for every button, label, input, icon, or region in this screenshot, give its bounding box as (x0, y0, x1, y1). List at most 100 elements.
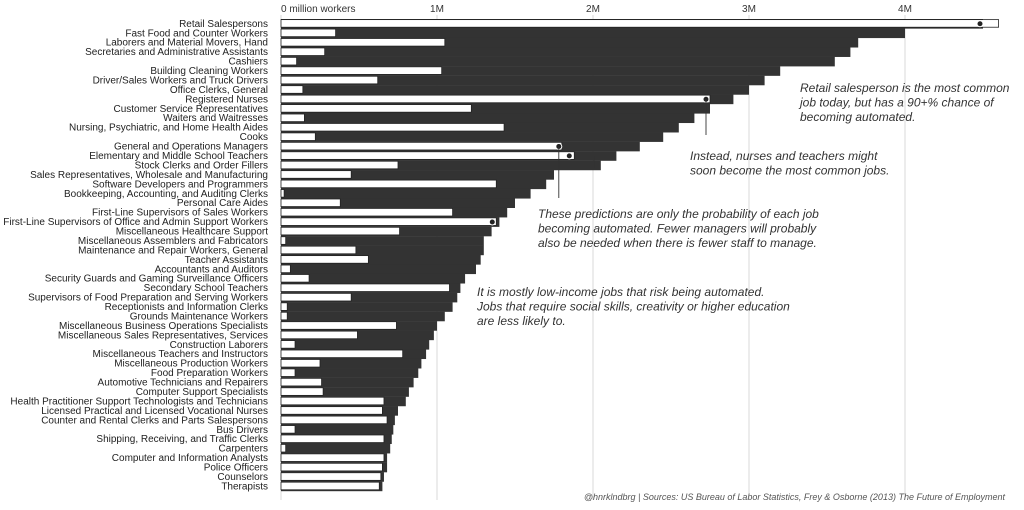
category-label: Health Practitioner Support Technologist… (10, 396, 268, 407)
bar-projected (280, 406, 383, 415)
bar-projected (280, 179, 497, 189)
bar-projected (280, 481, 380, 491)
bar-projected (280, 151, 575, 160)
bar-current (281, 113, 695, 124)
annotation-text: soon become the most common jobs. (690, 164, 889, 178)
x-tick-label: 4M (898, 4, 912, 15)
category-label: Laborers and Material Movers, Hand (106, 38, 268, 49)
category-label: First-Line Supervisors of Office and Adm… (3, 217, 268, 228)
bar-projected (280, 472, 382, 481)
bar-current (281, 302, 453, 312)
bar-current (281, 198, 515, 208)
category-label: Retail Salespersons (179, 19, 268, 30)
bar-projected (280, 56, 298, 66)
category-label: Automotive Technicians and Repairers (98, 378, 268, 389)
category-label: Counter and Rental Clerks and Parts Sale… (41, 415, 268, 426)
bar-projected (280, 396, 385, 406)
annotations: Retail salesperson is the most commonjob… (476, 81, 1010, 328)
category-label: Receptionists and Information Clerks (105, 302, 268, 313)
bar-projected (280, 160, 399, 170)
bar-current (281, 132, 664, 142)
bar-current (281, 443, 391, 454)
category-label: Registered Nurses (185, 94, 268, 105)
bar-projected (280, 75, 379, 85)
bar-projected (280, 264, 291, 274)
bar-current (281, 160, 601, 171)
category-label: Teacher Assistants (185, 255, 268, 266)
bar-projected (280, 425, 296, 434)
category-label: Therapists (221, 481, 268, 492)
bar-projected (280, 330, 358, 340)
bar-current (281, 37, 859, 48)
bar-projected (280, 302, 288, 311)
category-label: Licensed Practical and Licensed Vocation… (41, 406, 268, 417)
category-label: First-Line Supervisors of Sales Workers (92, 208, 268, 219)
category-label: Cooks (240, 132, 268, 143)
annotation-dot (565, 152, 573, 160)
bar-current (281, 264, 476, 275)
bar-current (281, 66, 781, 76)
bar-projected (280, 340, 296, 349)
category-label: Maintenance and Repair Workers, General (78, 245, 268, 256)
bar-projected (280, 66, 443, 75)
bar-projected (280, 94, 711, 104)
category-label: Stock Clerks and Order Fillers (135, 160, 268, 171)
bar-current (281, 377, 414, 388)
bar-current (281, 358, 422, 369)
bar-current (281, 28, 905, 39)
bar-projected (280, 349, 404, 359)
bar-current (281, 387, 409, 397)
bar-projected (280, 377, 322, 387)
x-tick-label: 1M (430, 4, 444, 15)
category-label: Police Officers (204, 463, 268, 474)
annotation-text: These predictions are only the probabili… (538, 207, 819, 221)
bar-projected (280, 415, 388, 425)
bar-current (281, 339, 430, 350)
bar-current (281, 47, 851, 57)
bar-projected (280, 245, 357, 255)
category-label: Sales Representatives, Wholesale and Man… (30, 170, 268, 181)
x-tick-label: 3M (742, 4, 756, 15)
category-label: Building Cleaning Workers (150, 66, 268, 77)
bar-projected (280, 368, 296, 377)
bar-projected (280, 255, 369, 264)
bar-projected (280, 208, 454, 217)
projected-workers-bars (280, 19, 999, 491)
bar-projected (280, 47, 326, 56)
category-label: Miscellaneous Teachers and Instructors (93, 349, 268, 360)
category-label: Fast Food and Counter Workers (125, 28, 268, 39)
category-label: Driver/Sales Workers and Truck Drivers (93, 75, 268, 86)
bar-projected (280, 28, 336, 38)
bar-projected (280, 85, 304, 94)
category-label: Nursing, Psychiatric, and Home Health Ai… (69, 123, 268, 134)
bar-projected (280, 104, 472, 113)
bar-current (281, 103, 710, 114)
category-label: Computer and Information Analysts (112, 453, 268, 464)
bar-projected (280, 359, 321, 368)
category-label: Food Preparation Workers (151, 368, 268, 379)
category-label: Miscellaneous Assemblers and Fabricators (78, 236, 268, 247)
bar-projected (280, 170, 352, 179)
category-label: Waiters and Waitresses (163, 113, 268, 124)
bar-current (281, 170, 554, 180)
bar-projected (280, 19, 999, 28)
bar-projected (280, 217, 497, 226)
bar-projected (280, 444, 287, 453)
bar-projected (280, 453, 385, 462)
bar-current (281, 311, 445, 322)
category-label: Cashiers (229, 57, 268, 68)
annotation-text: It is mostly low-income jobs that risk b… (477, 285, 764, 299)
bar-projected (280, 132, 316, 141)
annotation-text: becoming automated. Fewer managers will … (538, 222, 817, 236)
x-tick-label: 0 million workers (281, 4, 355, 15)
bar-projected (280, 113, 305, 123)
annotation-leaders (488, 20, 984, 226)
category-label: Secondary School Teachers (144, 283, 268, 294)
category-label: Miscellaneous Production Workers (114, 359, 268, 370)
annotation-dot (976, 20, 984, 28)
category-label: Security Guards and Gaming Surveillance … (45, 274, 268, 285)
annotation-text: becoming automated. (800, 110, 915, 124)
annotation-text: job today, but has a 90+% chance of (798, 96, 995, 110)
category-label: General and Operations Managers (114, 142, 268, 153)
